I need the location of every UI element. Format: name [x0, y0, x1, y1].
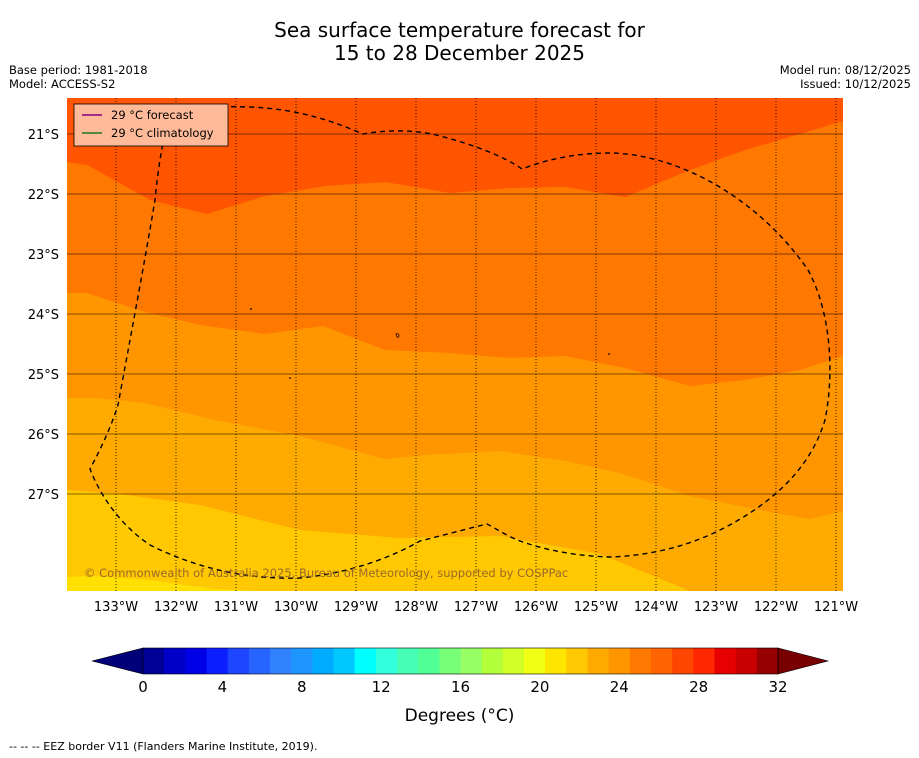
meridians: [115, 98, 837, 591]
colorbar-segment: [460, 648, 483, 674]
colorbar-segment: [481, 648, 504, 674]
colorbar-segment: [545, 648, 567, 674]
colorbar-segment: [735, 648, 758, 674]
colorbar-tick: 24: [610, 678, 629, 696]
colorbar: [91, 647, 830, 675]
base-period: Base period: 1981-2018: [9, 63, 148, 77]
colorbar-segment: [143, 648, 165, 674]
lat-label: 24°S: [28, 308, 59, 323]
lon-label: 123°W: [694, 600, 738, 615]
band-29: [67, 98, 843, 214]
model-run: Model run: 08/12/2025: [779, 63, 911, 77]
lon-label: 126°W: [514, 600, 558, 615]
title-line-1: Sea surface temperature forecast for: [274, 18, 645, 42]
colorbar-segment: [418, 648, 440, 674]
meta-right: Model run: 08/12/2025 Issued: 10/12/2025: [780, 63, 911, 91]
lon-label: 128°W: [394, 600, 438, 615]
colorbar-segment: [227, 648, 250, 674]
colorbar-tick: 32: [768, 678, 787, 696]
colorbar-frame: [142, 647, 779, 675]
colorbar-segment: [693, 648, 715, 674]
temperature-field: [67, 98, 843, 591]
colorbar-segment: [375, 648, 398, 674]
lon-label: 129°W: [334, 600, 378, 615]
island-3: [289, 377, 291, 379]
colorbar-segment: [185, 648, 207, 674]
title-line-2: 15 to 28 December 2025: [333, 41, 585, 65]
colorbar-segment: [629, 648, 652, 674]
eez-footnote: -- -- -- EEZ border V11 (Flanders Marine…: [9, 740, 318, 753]
colorbar-segment: [397, 648, 419, 674]
colorbar-segment: [502, 648, 525, 674]
colorbar-segment: [206, 648, 229, 674]
colorbar-segment: [354, 648, 377, 674]
colorbar-segment: [291, 648, 313, 674]
colorbar-segment: [714, 648, 737, 674]
map-legend: 29 °C forecast 29 °C climatology: [73, 103, 229, 147]
colorbar-tick: 8: [297, 678, 307, 696]
colorbar-segment: [270, 648, 292, 674]
lon-label: 121°W: [814, 600, 858, 615]
lon-label: 127°W: [454, 600, 498, 615]
latitude-labels: 21°S 22°S 23°S 24°S 25°S 26°S 27°S: [28, 128, 59, 503]
colorbar-segment: [248, 648, 271, 674]
legend-climatology-label: 29 °C climatology: [111, 126, 214, 140]
colorbar-label: Degrees (°C): [404, 706, 515, 726]
lon-label: 125°W: [574, 600, 618, 615]
colorbar-segment: [524, 648, 546, 674]
lat-label: 23°S: [28, 248, 59, 263]
lon-label: 124°W: [634, 600, 678, 615]
copyright-watermark: © Commonwealth of Australia 2025, Bureau…: [84, 566, 568, 580]
colorbar-segment: [756, 648, 779, 674]
colorbar-segment: [651, 648, 673, 674]
lat-label: 25°S: [28, 368, 59, 383]
legend-box: [73, 103, 229, 147]
model-name: Model: ACCESS-S2: [9, 77, 116, 91]
map-title: Sea surface temperature forecast for 15 …: [0, 19, 919, 65]
issued-date: Issued: 10/12/2025: [800, 77, 911, 91]
lon-label: 131°W: [214, 600, 258, 615]
colorbar-segment: [439, 648, 461, 674]
colorbar-segment: [164, 648, 186, 674]
lat-label: 22°S: [28, 188, 59, 203]
island-4: [608, 353, 610, 355]
eez-border: [89, 105, 831, 579]
legend-forecast-label: 29 °C forecast: [111, 108, 194, 122]
colorbar-tick: 28: [689, 678, 708, 696]
colorbar-tick: 0: [138, 678, 148, 696]
lon-label: 130°W: [274, 600, 318, 615]
meta-left: Base period: 1981-2018 Model: ACCESS-S2: [9, 63, 148, 91]
colorbar-tick: 20: [530, 678, 549, 696]
island-1: [250, 308, 252, 310]
lon-label: 122°W: [754, 600, 798, 615]
lat-label: 21°S: [28, 128, 59, 143]
lon-label: 132°W: [154, 600, 198, 615]
lon-label: 133°W: [94, 600, 138, 615]
lat-label: 27°S: [28, 488, 59, 503]
lat-label: 26°S: [28, 428, 59, 443]
colorbar-tick: 4: [218, 678, 228, 696]
colorbar-segment: [672, 648, 694, 674]
island-2: [395, 333, 400, 338]
colorbar-tick-labels: 0 4 8 12 16 20 24 28 32: [138, 678, 787, 696]
colorbar-tick: 12: [372, 678, 391, 696]
colorbar-segment: [587, 648, 610, 674]
colorbar-tick: 16: [451, 678, 470, 696]
islands: [250, 308, 610, 379]
longitude-labels: 133°W 132°W 131°W 130°W 129°W 128°W 127°W 126°W…: [94, 600, 858, 615]
colorbar-segment: [608, 648, 631, 674]
colorbar-segment: [566, 648, 588, 674]
colorbar-segment: [333, 648, 356, 674]
colorbar-under-arrow: [91, 647, 144, 675]
colorbar-segment: [312, 648, 334, 674]
colorbar-over-arrow: [777, 647, 830, 675]
